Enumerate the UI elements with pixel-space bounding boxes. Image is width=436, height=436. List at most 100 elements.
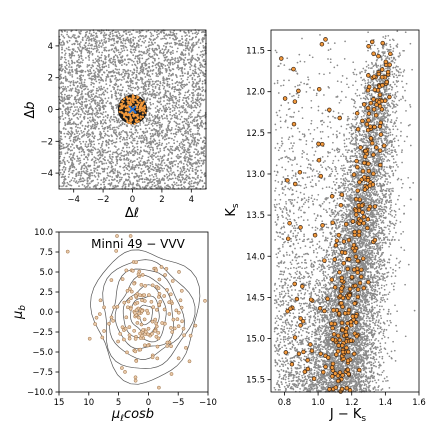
field-star-point	[175, 61, 177, 63]
field-star-point	[201, 180, 204, 183]
field-star-point	[119, 34, 121, 37]
field-star-point	[201, 86, 204, 89]
field-star-point	[151, 69, 154, 72]
field-star-point	[145, 85, 148, 88]
field-star-point	[136, 31, 139, 33]
field-star-point	[130, 131, 133, 134]
field-star-point	[79, 32, 81, 35]
field-star-point	[139, 69, 142, 72]
field-star-point	[80, 154, 83, 157]
field-star-point	[192, 57, 195, 59]
field-star-point	[174, 59, 176, 62]
field-star-point	[144, 76, 147, 78]
field-star-point	[149, 186, 152, 189]
field-star-point	[185, 174, 188, 177]
field-star-point	[105, 49, 108, 52]
field-star-point	[138, 57, 141, 60]
field-star-point	[78, 49, 81, 52]
proper-motion-annotation: Minni 49 − VVV	[91, 237, 185, 251]
field-star-point	[179, 156, 182, 159]
field-star-point	[118, 38, 121, 40]
field-star-point	[158, 171, 161, 174]
field-star-point	[163, 96, 166, 99]
field-star-point	[169, 31, 172, 34]
field-star-point	[100, 46, 103, 48]
field-star-point	[166, 168, 169, 171]
member-point	[138, 101, 141, 104]
field-star-point	[148, 112, 151, 115]
field-star-point	[172, 171, 175, 174]
field-star-point	[180, 169, 183, 171]
field-star-point	[184, 72, 186, 75]
field-star-point	[126, 138, 128, 141]
field-star-point	[59, 115, 62, 118]
field-star-point	[129, 88, 132, 91]
proper-motion-point	[125, 350, 129, 355]
field-star-point	[149, 107, 152, 110]
field-star-point	[63, 61, 66, 63]
field-star-point	[114, 82, 117, 85]
field-star-point	[87, 109, 90, 112]
field-star-point	[68, 80, 70, 83]
field-star-point	[182, 151, 184, 154]
x-tick-label: −10	[199, 398, 217, 408]
field-star-point	[138, 32, 141, 34]
field-star-point	[178, 100, 181, 103]
field-star-point	[76, 51, 79, 53]
field-star-point	[171, 149, 174, 152]
field-star-point	[148, 107, 150, 110]
field-star-point	[98, 96, 100, 98]
field-star-point	[197, 126, 200, 129]
field-star-point	[152, 152, 155, 154]
field-star-point	[161, 177, 164, 180]
field-star-point	[109, 84, 111, 87]
field-star-point	[101, 142, 104, 145]
field-star-point	[159, 121, 161, 124]
field-star-point	[172, 31, 175, 34]
field-star-point	[122, 60, 124, 63]
field-star-point	[81, 132, 83, 134]
field-star-point	[176, 140, 179, 143]
field-star-point	[111, 142, 113, 145]
field-star-point	[68, 173, 71, 176]
field-star-point	[153, 30, 156, 33]
field-star-point	[106, 69, 108, 72]
field-star-point	[154, 117, 157, 120]
field-star-point	[89, 182, 91, 185]
member-point	[134, 118, 137, 121]
field-star-point	[90, 38, 93, 40]
field-star-point	[198, 115, 201, 118]
field-star-point	[116, 126, 118, 129]
field-star-point	[141, 130, 144, 133]
field-star-point	[94, 101, 96, 103]
field-star-point	[101, 162, 104, 165]
field-star-point	[86, 130, 89, 133]
field-star-point	[59, 160, 61, 163]
field-star-point	[181, 75, 184, 77]
proper-motion-point	[175, 317, 180, 322]
proper-motion-point	[97, 312, 102, 316]
field-star-point	[181, 178, 184, 181]
field-star-point	[154, 107, 157, 109]
field-star-point	[199, 72, 202, 74]
y-tick-label: 4	[48, 42, 53, 52]
field-star-point	[104, 119, 107, 122]
field-star-point	[89, 186, 91, 189]
field-star-point	[167, 124, 170, 127]
field-star-point	[139, 71, 142, 74]
field-star-point	[155, 152, 158, 154]
field-star-point	[74, 81, 77, 84]
field-star-point	[61, 168, 64, 171]
field-star-point	[193, 137, 196, 140]
field-star-point	[93, 113, 96, 115]
field-star-point	[184, 53, 187, 56]
field-star-point	[175, 38, 177, 40]
field-star-point	[130, 51, 133, 54]
field-star-point	[187, 182, 190, 185]
field-star-point	[177, 59, 180, 62]
field-star-point	[133, 146, 136, 149]
field-star-point	[198, 58, 201, 60]
field-star-point	[134, 64, 137, 67]
field-star-point	[79, 140, 81, 143]
